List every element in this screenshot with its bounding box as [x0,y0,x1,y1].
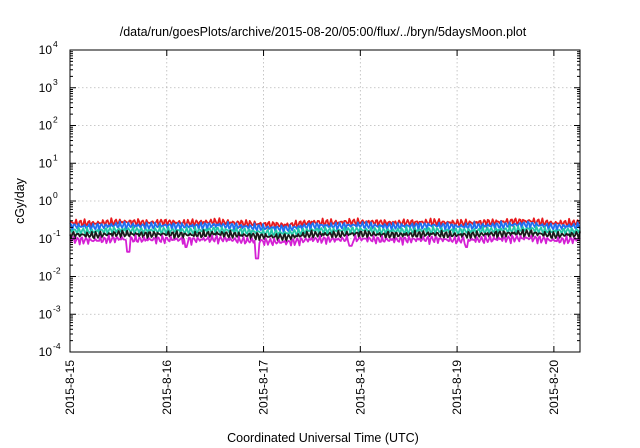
y-tick-label: 10 -3 [39,303,61,321]
y-tick-exponent: -4 [53,341,61,351]
series-line [69,234,581,260]
x-tick-label: 2015-8-20 [547,360,561,415]
y-tick-label: 10 0 [39,190,58,208]
y-tick-exponent: -2 [53,266,61,276]
y-tick-base: 10 [39,194,53,208]
tick-layer [69,49,580,353]
x-axis-label: Coordinated Universal Time (UTC) [227,431,419,445]
y-tick-label: 10 4 [39,39,58,57]
y-tick-exponent: 4 [53,39,58,49]
series-line [69,228,581,243]
x-tick-labels: 2015-8-15 2015-8-16 2015-8-17 2015-8-18 2015… [63,360,561,415]
y-tick-base: 10 [39,345,53,359]
y-tick-label: 10 1 [39,152,58,170]
y-tick-label: 10 2 [39,115,58,133]
chart-title: /data/run/goesPlots/archive/2015-08-20/0… [120,25,527,39]
series-line [69,224,581,238]
x-tick-label: 2015-8-17 [257,360,271,415]
x-tick-label: 2015-8-18 [353,360,367,415]
y-tick-base: 10 [39,156,53,170]
y-tick-exponent: 1 [53,152,58,162]
series-layer [69,217,581,260]
y-tick-label: 10 -2 [39,266,61,284]
y-tick-exponent: -1 [53,228,61,238]
x-tick-label: 2015-8-19 [450,360,464,415]
y-tick-base: 10 [39,307,53,321]
x-tick-label: 2015-8-15 [63,360,77,415]
y-tick-base: 10 [39,119,53,133]
y-tick-label: 10 -4 [39,341,61,359]
y-tick-exponent: 3 [53,77,58,87]
y-tick-label: 10 3 [39,77,58,95]
y-tick-exponent: 2 [53,115,58,125]
y-tick-label: 10 -1 [39,228,61,246]
y-tick-base: 10 [39,43,53,57]
y-tick-base: 10 [39,232,53,246]
x-tick-label: 2015-8-16 [160,360,174,415]
y-tick-base: 10 [39,81,53,95]
y-axis-label: cGy/day [13,177,27,224]
y-tick-exponent: 0 [53,190,58,200]
y-tick-exponent: -3 [53,303,61,313]
y-tick-base: 10 [39,270,53,284]
grid-layer [70,50,580,352]
